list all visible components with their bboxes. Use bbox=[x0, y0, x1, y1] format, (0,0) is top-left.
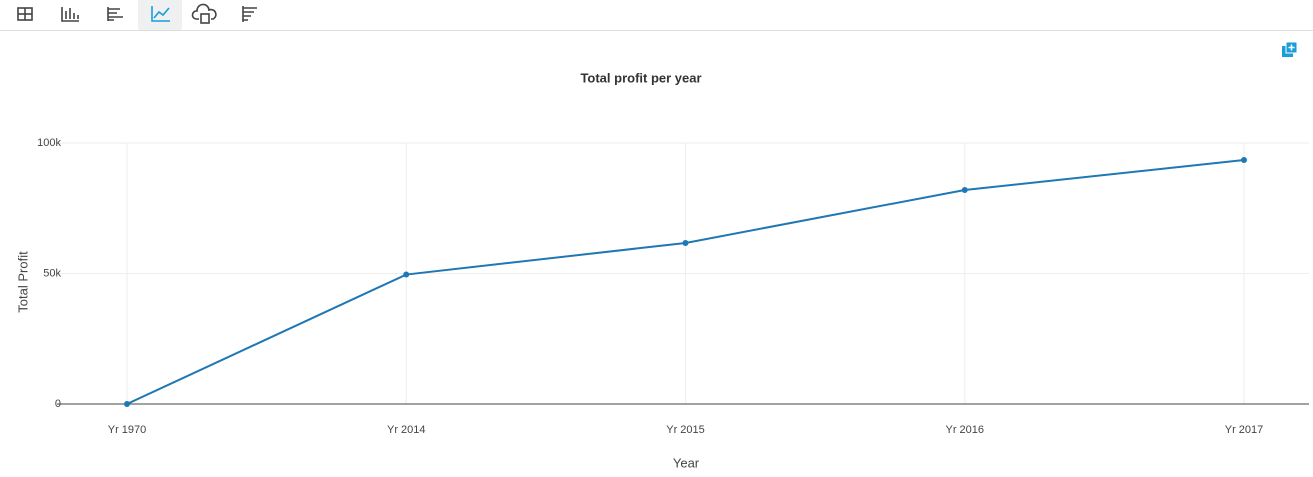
x-axis-title: Year bbox=[673, 455, 700, 470]
cloud-view-button[interactable] bbox=[191, 3, 217, 24]
active-tab-bg bbox=[138, 0, 182, 30]
x-tick-label: Yr 2015 bbox=[666, 424, 705, 436]
chart-title: Total profit per year bbox=[580, 70, 701, 85]
x-tick-label: Yr 1970 bbox=[108, 424, 147, 436]
y-tick-label: 0 bbox=[55, 398, 61, 410]
bar-view-button[interactable] bbox=[61, 7, 79, 22]
marker bbox=[682, 239, 689, 246]
toolbar bbox=[0, 0, 1313, 31]
marker bbox=[403, 271, 410, 278]
table-view-button[interactable] bbox=[17, 7, 33, 21]
x-tick-label: Yr 2017 bbox=[1225, 424, 1264, 436]
hbar-view-button[interactable] bbox=[107, 7, 123, 21]
x-tick-label: Yr 2014 bbox=[387, 424, 426, 436]
marker bbox=[961, 186, 968, 193]
y-tick-label: 50k bbox=[43, 267, 61, 279]
marker bbox=[1241, 156, 1247, 163]
add-to-dashboard-button[interactable] bbox=[1282, 41, 1298, 57]
y-axis-title: Total Profit bbox=[15, 251, 30, 313]
marker bbox=[124, 401, 130, 407]
y-tick-label: 100k bbox=[37, 137, 61, 149]
pivot-view-button[interactable] bbox=[242, 6, 257, 22]
x-tick-label: Yr 2016 bbox=[945, 424, 984, 436]
line-view-button[interactable] bbox=[151, 6, 170, 22]
